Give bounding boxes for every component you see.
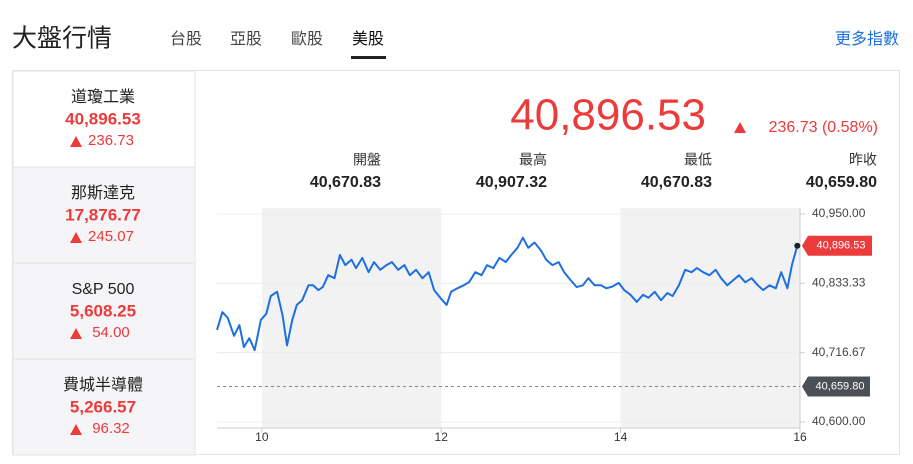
index-name: 道瓊工業 bbox=[71, 88, 135, 106]
y-tick-label: 40,833.33 bbox=[812, 275, 866, 289]
index-bg bbox=[12, 262, 196, 360]
stat-label: 開盤 bbox=[353, 152, 381, 168]
price-line bbox=[216, 236, 799, 352]
index-value: 5,266.57 bbox=[70, 397, 136, 416]
index-value: 17,876.77 bbox=[65, 205, 141, 224]
index-bg bbox=[12, 358, 196, 456]
tab-underline bbox=[351, 56, 386, 59]
stat-value: 40,907.32 bbox=[476, 174, 547, 191]
up-icon bbox=[70, 232, 82, 243]
stat-label: 最低 bbox=[684, 152, 712, 168]
tab[interactable]: 歐股 bbox=[291, 30, 323, 48]
ref-label: 40,659.80 bbox=[816, 380, 865, 392]
price-change: 236.73 (0.58%) bbox=[769, 119, 878, 136]
index-item[interactable]: 費城半導體 5,266.57 96.32 bbox=[12, 358, 196, 456]
y-tick-label: 40,716.67 bbox=[812, 345, 866, 359]
stat-label: 昨收 bbox=[849, 152, 877, 168]
index-value: 40,896.53 bbox=[65, 109, 141, 128]
index-name: 費城半導體 bbox=[63, 375, 143, 394]
session-band bbox=[620, 208, 800, 428]
session-band bbox=[261, 208, 442, 428]
y-tick-label: 40,950.00 bbox=[812, 206, 866, 220]
x-tick-label: 16 bbox=[793, 430, 807, 444]
last-badge bbox=[802, 235, 872, 256]
up-icon bbox=[70, 328, 82, 339]
stat-value: 40,659.80 bbox=[806, 174, 877, 191]
y-tick-label: 40,600.00 bbox=[812, 414, 866, 428]
tab[interactable]: 台股 bbox=[170, 30, 202, 48]
index-bg bbox=[12, 70, 196, 168]
x-tick-label: 12 bbox=[435, 430, 449, 444]
index-item[interactable]: 那斯達克 17,876.77 245.07 bbox=[12, 166, 196, 264]
x-tick-label: 14 bbox=[614, 430, 628, 444]
ref-badge bbox=[802, 376, 870, 397]
more-link[interactable]: 更多指數 bbox=[835, 30, 899, 48]
chart: 40,950.00 40,833.33 40,716.67 40,600.00 10 12… bbox=[216, 206, 872, 444]
stat-label: 最高 bbox=[519, 152, 547, 168]
tab[interactable]: 亞股 bbox=[230, 30, 262, 48]
tab-active[interactable]: 美股 bbox=[352, 30, 384, 48]
stat-value: 40,670.83 bbox=[641, 174, 712, 191]
index-name: 那斯達克 bbox=[71, 184, 135, 202]
last-point bbox=[794, 242, 801, 249]
index-change: 54.00 bbox=[92, 324, 130, 341]
page-title: 大盤行情 bbox=[12, 25, 112, 53]
up-icon bbox=[734, 122, 746, 133]
sidebar: 道瓊工業 40,896.53 236.73 那斯達克 17,876.77 245.07 S&… bbox=[12, 70, 196, 456]
stat-value: 40,670.83 bbox=[310, 174, 381, 191]
up-icon bbox=[70, 424, 82, 435]
index-name: S&P 500 bbox=[72, 281, 135, 298]
last-label: 40,896.53 bbox=[817, 240, 866, 252]
index-item[interactable]: S&P 500 5,608.25 54.00 bbox=[12, 262, 196, 360]
index-value: 5,608.25 bbox=[70, 301, 136, 320]
up-icon bbox=[70, 136, 82, 147]
x-tick-label: 10 bbox=[255, 430, 269, 444]
index-change: 96.32 bbox=[92, 420, 130, 437]
index-change: 236.73 bbox=[88, 132, 134, 149]
index-item[interactable]: 道瓊工業 40,896.53 236.73 bbox=[12, 70, 196, 168]
index-change: 245.07 bbox=[88, 228, 134, 245]
price: 40,896.53 bbox=[510, 91, 706, 140]
